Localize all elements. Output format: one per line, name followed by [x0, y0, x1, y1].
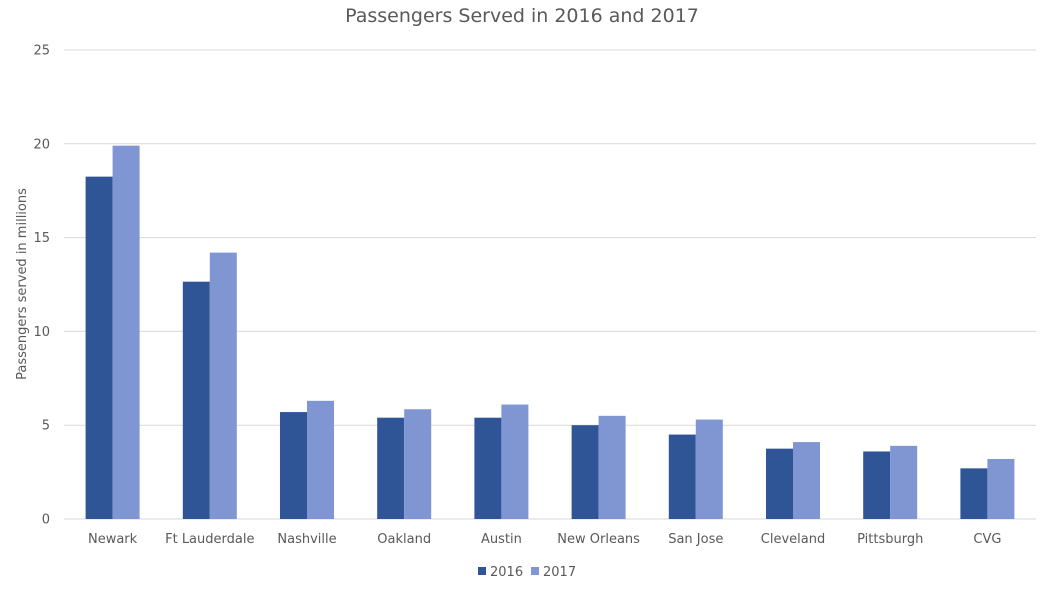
legend-swatch-2017: [531, 567, 539, 575]
x-tick-label: Pittsburgh: [857, 532, 923, 547]
bar-2016-oakland: [377, 417, 405, 519]
y-axis-ticks: 0 5 10 15 20 25: [33, 44, 50, 528]
bar-2016-austin: [474, 417, 502, 519]
bar-2017-new-orleans: [598, 415, 626, 519]
y-tick-label: 25: [33, 44, 50, 59]
bar-2017-austin: [501, 404, 529, 519]
legend-label-2017: 2017: [543, 565, 576, 580]
bar-2016-newark: [85, 176, 113, 519]
legend-label-2016: 2016: [490, 565, 523, 580]
x-tick-label: Newark: [88, 532, 138, 547]
y-tick-label: 15: [33, 231, 50, 246]
bar-2016-cleveland: [766, 448, 793, 519]
x-tick-label: Cleveland: [761, 532, 825, 547]
bar-2016-pittsburgh: [863, 451, 891, 519]
x-tick-label: Ft Lauderdale: [165, 532, 254, 547]
bar-2017-nashville: [307, 400, 334, 519]
bar-2016-new-orleans: [571, 425, 599, 519]
x-tick-label: Austin: [481, 532, 522, 547]
x-tick-label: New Orleans: [557, 532, 640, 547]
x-tick-label: Oakland: [377, 532, 431, 547]
bar-2017-newark: [112, 145, 140, 519]
bar-2017-oakland: [404, 409, 432, 519]
legend-swatch-2016: [478, 567, 486, 575]
bar-2017-cvg: [987, 458, 1015, 519]
x-axis-ticks: Newark Ft Lauderdale Nashville Oakland Austi…: [88, 532, 1001, 547]
bar-2016-cvg: [960, 468, 988, 519]
bars: [85, 145, 1015, 519]
bar-2017-pittsburgh: [890, 445, 918, 519]
x-tick-label: Nashville: [277, 532, 336, 547]
bar-2017-san-jose: [695, 419, 723, 519]
y-tick-label: 20: [33, 137, 50, 152]
legend: 2016 2017: [478, 565, 576, 580]
y-tick-label: 5: [42, 419, 50, 434]
bar-2017-ft-lauderdale: [209, 252, 237, 519]
x-tick-label: CVG: [973, 532, 1001, 547]
bar-2016-ft-lauderdale: [182, 281, 210, 519]
bar-2016-nashville: [280, 412, 307, 519]
bar-2017-cleveland: [793, 442, 820, 519]
x-tick-label: San Jose: [668, 532, 723, 547]
chart-title: Passengers Served in 2016 and 2017: [345, 5, 699, 27]
y-tick-label: 10: [33, 325, 50, 340]
bar-2016-san-jose: [668, 434, 696, 519]
y-tick-label: 0: [42, 513, 50, 528]
y-axis-label: Passengers served in millions: [15, 188, 30, 380]
